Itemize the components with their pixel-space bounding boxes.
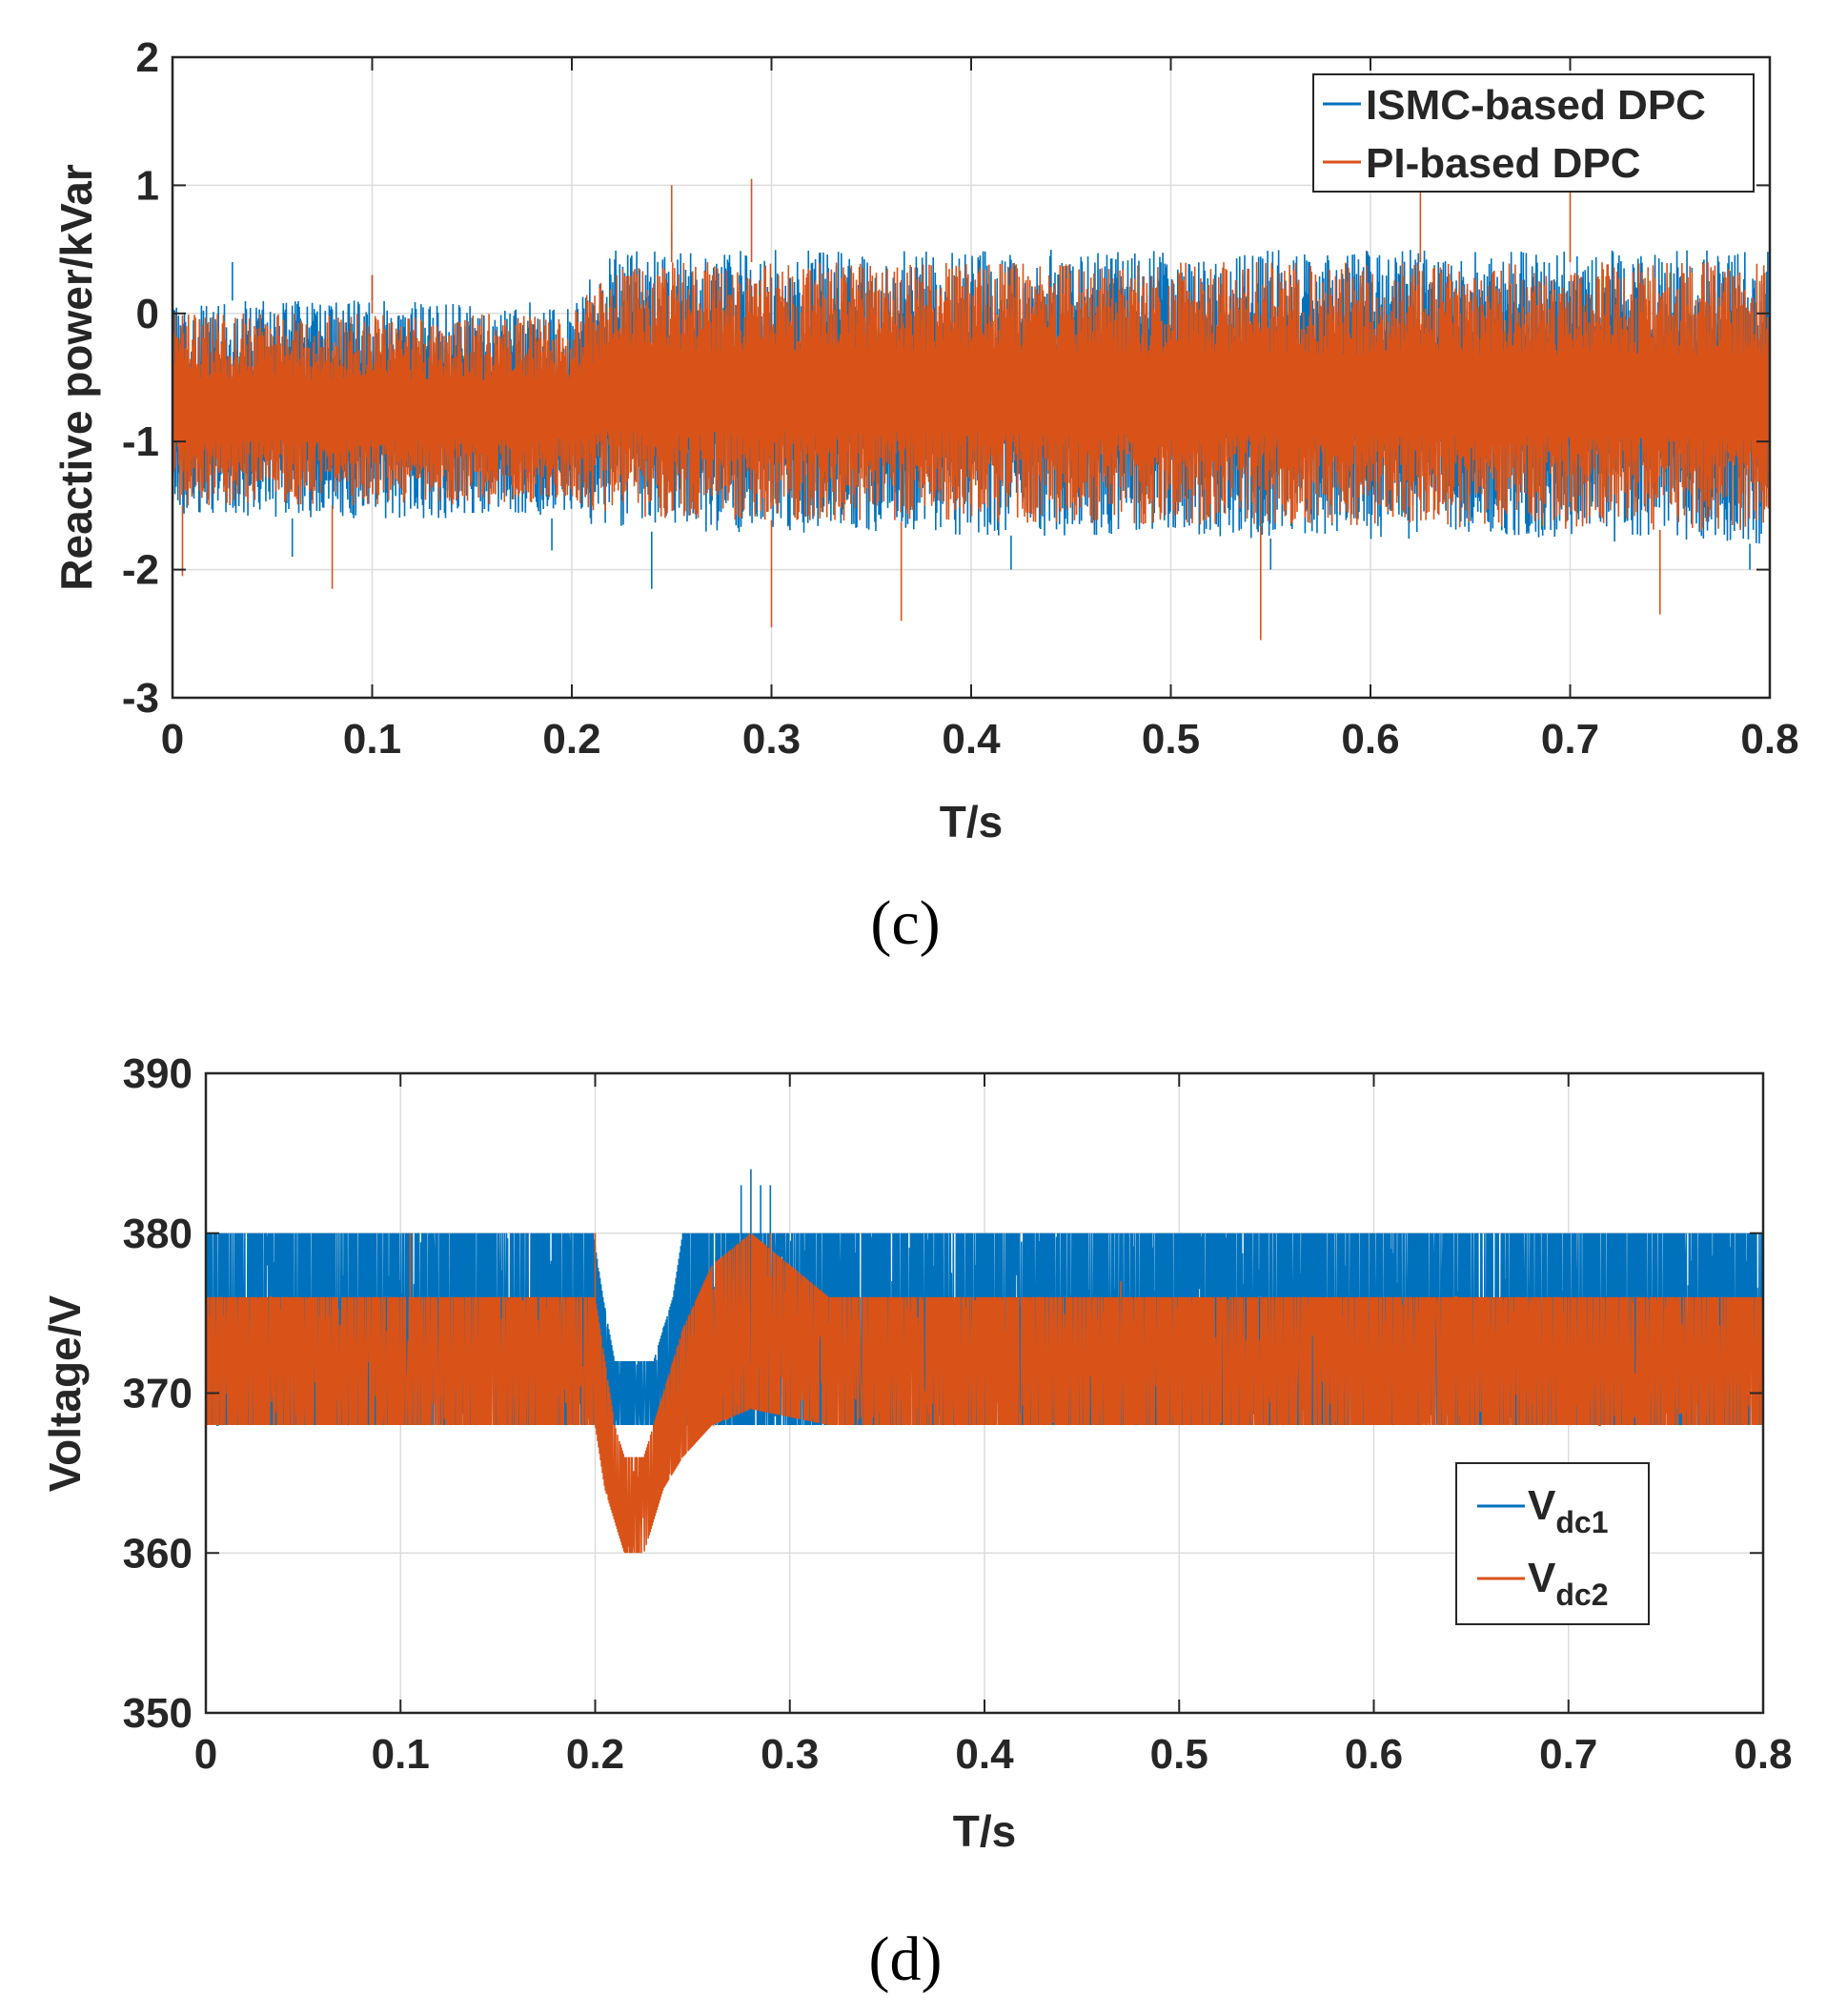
chart-d-ylabel: Voltage/V: [40, 1295, 90, 1493]
chart-c-ytick-label: -2: [122, 547, 159, 594]
chart-c-xtick-label: 0.4: [942, 716, 1001, 763]
chart-c-panel-label: (c): [870, 888, 940, 958]
chart-c-xlabel: T/s: [940, 797, 1003, 846]
chart-d-series: [206, 1169, 1763, 1554]
chart-d-legend-label-vdc1: Vdc1: [1528, 1482, 1609, 1539]
chart-d-ytick-label: 370: [123, 1371, 193, 1417]
chart-d-xtick-label: 0.6: [1345, 1731, 1403, 1778]
chart-d-xtick-label: 0.2: [566, 1731, 624, 1778]
chart-c-ytick-label: 2: [136, 34, 159, 81]
chart-d-xlabel: T/s: [953, 1806, 1016, 1856]
chart-d-legend-vdc2-main: V: [1528, 1555, 1556, 1601]
chart-c-ytick-label: -3: [122, 675, 159, 722]
chart-c-ytick-label: 0: [136, 291, 159, 337]
chart-d-ticks: 0 0.1 0.2 0.3 0.4 0.5 0.6 0.7 0.8 350 360 370 380 390: [123, 1050, 1793, 1778]
chart-d-legend: Vdc1 Vdc2: [1455, 1462, 1650, 1625]
chart-c-series: [173, 166, 1770, 641]
chart-d-xtick-label: 0.5: [1150, 1731, 1208, 1778]
chart-c-legend-box: [1312, 73, 1755, 193]
chart-c-ytick-label: 1: [136, 162, 159, 209]
chart-c-ylabel: Reactive power/kVar: [51, 164, 101, 591]
chart-panel-d: 0 0.1 0.2 0.3 0.4 0.5 0.6 0.7 0.8 350 360 370 380 390…: [40, 1050, 1793, 1994]
chart-d-xtick-label: 0.1: [372, 1731, 430, 1778]
chart-c-legend: ISMC-based DPC PI-based DPC: [1312, 73, 1755, 193]
chart-d-ytick-label: 350: [123, 1690, 193, 1737]
chart-d-legend-vdc1-main: V: [1528, 1482, 1556, 1529]
chart-d-legend-box: [1455, 1462, 1650, 1625]
chart-d-xtick-label: 0.7: [1539, 1731, 1597, 1778]
chart-c-xtick-label: 0: [161, 716, 184, 763]
chart-c-series-line-2: [173, 166, 1770, 641]
chart-c-xtick-label: 0.5: [1142, 716, 1200, 763]
chart-d-xtick-label: 0.3: [761, 1731, 819, 1778]
chart-c-ticks: 0 0.1 0.2 0.3 0.4 0.5 0.6 0.7 0.8 -3 -2 -1 0 1 2: [122, 34, 1799, 763]
chart-d-xtick-label: 0.4: [955, 1731, 1014, 1778]
chart-d-legend-label-vdc2: Vdc2: [1528, 1555, 1609, 1612]
chart-c-xtick-label: 0.3: [742, 716, 801, 763]
chart-c-xtick-label: 0.2: [542, 716, 600, 763]
chart-c-xtick-label: 0.7: [1541, 716, 1599, 763]
chart-d-legend-vdc1-sub: dc1: [1555, 1505, 1608, 1539]
chart-d-ytick-label: 360: [123, 1530, 193, 1577]
chart-c-legend-label-ismc: ISMC-based DPC: [1366, 82, 1706, 129]
chart-d-ytick-label: 380: [123, 1211, 193, 1257]
chart-panel-c: 0 0.1 0.2 0.3 0.4 0.5 0.6 0.7 0.8 -3 -2 -1 0 1 2 T/s R…: [51, 34, 1799, 958]
chart-d-ytick-label: 390: [123, 1050, 193, 1097]
chart-d-series-line-2: [206, 1232, 1763, 1554]
chart-d-xtick-label: 0.8: [1734, 1731, 1792, 1778]
chart-d-panel-label: (d): [869, 1924, 943, 1994]
chart-c-xtick-label: 0.6: [1341, 716, 1399, 763]
chart-d-legend-vdc2-sub: dc2: [1555, 1578, 1608, 1612]
chart-c-ytick-label: -1: [122, 418, 159, 465]
chart-c-legend-label-pi: PI-based DPC: [1366, 140, 1641, 187]
chart-c-xtick-label: 0.8: [1740, 716, 1798, 763]
chart-d-xtick-label: 0: [194, 1731, 217, 1778]
chart-d-series-line-1: [206, 1169, 1763, 1428]
chart-c-xtick-label: 0.1: [343, 716, 401, 763]
